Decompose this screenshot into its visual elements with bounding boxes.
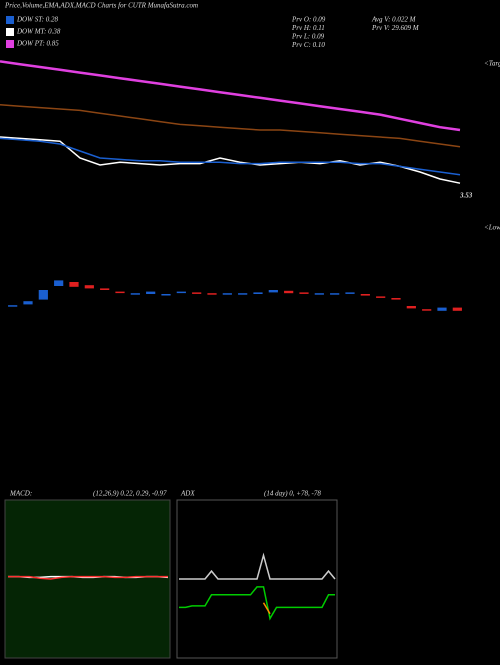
macd-panel: [4, 499, 171, 659]
legend-swatch: [6, 28, 14, 36]
legend-label: DOW MT: 0.38: [16, 28, 61, 36]
series-line: [8, 575, 168, 580]
series-line: [0, 60, 461, 132]
candle-body: [161, 294, 171, 296]
candle-body: [437, 307, 447, 311]
candle-body: [69, 282, 79, 287]
volume-value: Avg V: 0.022 M: [371, 16, 417, 24]
candle-body: [330, 293, 340, 295]
volume-value: Prv V: 29.609 M: [371, 24, 420, 32]
candle-body: [299, 292, 309, 294]
candle-body: [345, 292, 355, 294]
series-line: [262, 602, 271, 615]
candle-body: [207, 293, 217, 295]
candle-body: [360, 294, 370, 296]
legend-label: DOW ST: 0.28: [16, 16, 59, 24]
candle-body: [176, 291, 186, 294]
side-label: <Targe: [484, 60, 500, 68]
panel-subtitle: (12,26,9) 0.22, 0.29, -0.97: [93, 490, 167, 498]
candle-body: [130, 293, 140, 295]
candle-body: [192, 292, 202, 294]
candle-body: [422, 309, 432, 311]
candle-body: [23, 301, 33, 305]
candle-body: [314, 293, 324, 295]
candle-body: [406, 306, 416, 309]
series-line: [179, 586, 335, 621]
prev-value: Prv H: 0.11: [291, 24, 325, 32]
candle-body: [376, 296, 386, 298]
candle-body: [8, 305, 18, 307]
prev-value: Prv L: 0.09: [291, 33, 325, 41]
candle-body: [222, 293, 232, 295]
side-label: <Lows: [484, 224, 500, 232]
series-line: [179, 552, 336, 580]
candle-body: [391, 298, 401, 300]
candle-body: [238, 293, 248, 295]
legend-swatch: [6, 40, 14, 48]
title: Price,Volume,EMA,ADX,MACD Charts for CUT…: [4, 2, 198, 10]
legend-label: DOW PT: 0.85: [16, 40, 59, 48]
candle-body: [146, 291, 156, 294]
series-line: [0, 104, 461, 148]
candle-body: [115, 291, 125, 294]
prev-value: Prv O: 0.09: [291, 16, 326, 24]
series-line: [0, 136, 461, 184]
candle-body: [452, 307, 462, 311]
price-label: 3.53: [459, 192, 473, 200]
legend-swatch: [6, 16, 14, 24]
candle-body: [268, 290, 278, 293]
prev-value: Prv C: 0.10: [291, 41, 325, 49]
panel-title: ADX: [180, 490, 195, 498]
candle-body: [100, 288, 110, 290]
candle-body: [38, 290, 48, 300]
candle-body: [84, 285, 94, 289]
panel-subtitle: (14 day) 0, +78, -78: [264, 490, 321, 498]
panel-title: MACD:: [9, 490, 32, 498]
candle-body: [54, 280, 64, 286]
series-line: [0, 137, 461, 176]
candle-body: [253, 292, 263, 294]
candle-body: [284, 290, 294, 294]
